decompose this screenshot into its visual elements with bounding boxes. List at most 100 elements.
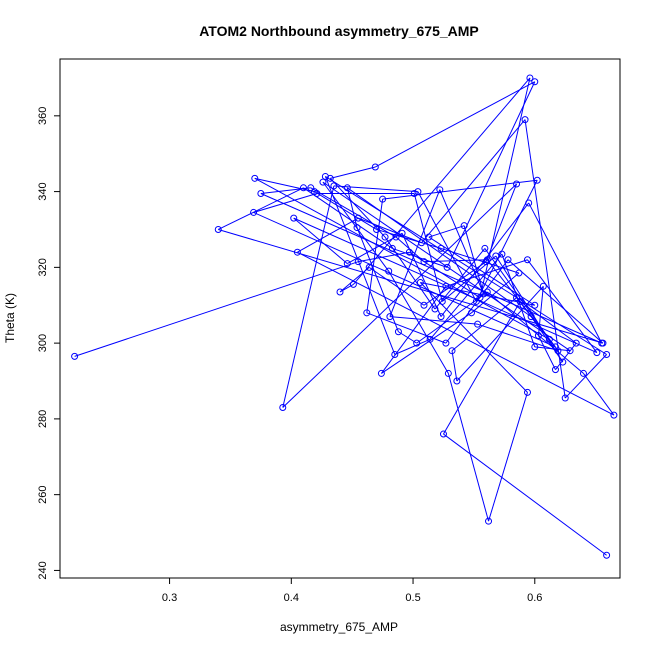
series-segment-70 xyxy=(421,119,526,244)
data-point-46 xyxy=(525,199,533,207)
data-point-11 xyxy=(279,404,287,412)
data-point-90 xyxy=(436,186,444,194)
data-point-47 xyxy=(598,339,606,347)
series-segment-95 xyxy=(451,350,458,382)
y-tick-label-0: 240 xyxy=(37,561,49,579)
data-point-51 xyxy=(420,258,428,266)
series-segment-66 xyxy=(583,373,615,416)
series-segment-7 xyxy=(368,266,425,306)
series-segment-12 xyxy=(333,185,418,193)
series-segment-96 xyxy=(456,285,544,382)
series-segment-41 xyxy=(293,217,598,354)
data-point-62 xyxy=(353,224,361,232)
series-segment-69 xyxy=(358,217,422,244)
data-point-86 xyxy=(531,301,539,309)
series-segment-40 xyxy=(527,259,598,353)
series-segment-10 xyxy=(282,183,517,408)
series-segment-79 xyxy=(322,181,571,352)
series-segment-1 xyxy=(358,251,410,263)
data-point-36 xyxy=(515,269,523,277)
data-point-15 xyxy=(533,176,541,184)
series-segment-19 xyxy=(507,259,604,344)
data-point-48 xyxy=(257,189,265,197)
series-segment-37 xyxy=(381,312,472,374)
series-segment-11 xyxy=(282,185,335,408)
series-segment-73 xyxy=(325,176,607,355)
series-segment-67 xyxy=(297,251,615,416)
data-point-67 xyxy=(610,411,618,419)
series-segment-9 xyxy=(485,183,517,262)
series-segment-91 xyxy=(389,316,478,325)
data-point-95 xyxy=(448,347,456,355)
series-segment-6 xyxy=(339,266,370,293)
series-segment-101 xyxy=(443,301,521,435)
data-point-57 xyxy=(438,297,446,305)
data-point-97 xyxy=(539,282,547,290)
series-segment-88 xyxy=(463,225,485,295)
series-segment-81 xyxy=(388,270,449,374)
series-segment-74 xyxy=(324,176,396,355)
data-point-77 xyxy=(498,250,506,258)
series-segment-76 xyxy=(429,253,503,340)
data-point-8 xyxy=(420,301,428,309)
series-segment-94 xyxy=(451,297,517,352)
series-segment-34 xyxy=(376,228,442,249)
series-segment-56 xyxy=(413,193,443,302)
data-point-32 xyxy=(251,174,259,182)
data-point-98 xyxy=(534,332,542,340)
series-segment-21 xyxy=(218,187,304,230)
data-point-74 xyxy=(321,172,329,180)
data-point-21 xyxy=(214,225,222,233)
data-point-102 xyxy=(439,430,447,438)
series-segment-28 xyxy=(384,236,436,310)
series-segment-87 xyxy=(428,225,465,238)
series-segment-31 xyxy=(254,177,550,340)
data-point-52 xyxy=(483,256,491,264)
data-point-6 xyxy=(336,288,344,296)
data-point-34 xyxy=(373,225,381,233)
series-segment-32 xyxy=(254,177,315,193)
data-point-22 xyxy=(299,184,307,192)
data-point-49 xyxy=(307,184,315,192)
y-tick-label-3: 300 xyxy=(37,334,49,352)
y-tick-label-1: 260 xyxy=(37,485,49,503)
data-point-94 xyxy=(513,294,521,302)
data-point-1 xyxy=(354,258,362,266)
series-segment-86 xyxy=(428,236,536,306)
series-segment-83 xyxy=(488,392,528,522)
data-point-72 xyxy=(561,394,569,402)
data-point-7 xyxy=(365,263,373,271)
data-point-54 xyxy=(250,208,258,216)
series-segment-80 xyxy=(322,181,390,272)
series-segment-36 xyxy=(471,272,520,314)
series-segment-75 xyxy=(394,338,431,355)
series-segment-92 xyxy=(477,323,559,352)
x-tick-label-3: 0.6 xyxy=(527,592,542,604)
data-point-41 xyxy=(593,349,601,357)
series-segment-33 xyxy=(314,191,377,230)
data-point-82 xyxy=(444,369,452,377)
data-point-37 xyxy=(467,309,475,317)
data-point-79 xyxy=(566,347,574,355)
series-segment-42 xyxy=(293,217,348,264)
data-point-35 xyxy=(437,244,445,252)
data-point-0 xyxy=(71,352,79,360)
data-point-75 xyxy=(391,350,399,358)
data-point-26 xyxy=(371,163,379,171)
series-segment-26 xyxy=(330,166,376,179)
data-point-18 xyxy=(442,339,450,347)
y-tick-label-5: 340 xyxy=(37,182,49,200)
x-tick-label-0: 0.3 xyxy=(162,592,177,604)
data-point-96 xyxy=(453,377,461,385)
data-point-63 xyxy=(394,328,402,336)
series-segment-100 xyxy=(519,301,577,344)
data-point-70 xyxy=(418,239,426,247)
data-point-31 xyxy=(545,335,553,343)
chart-title: ATOM2 Northbound asymmetry_675_AMP xyxy=(199,23,479,39)
data-point-87 xyxy=(425,233,433,241)
data-point-40 xyxy=(523,256,531,264)
series-segment-71 xyxy=(524,119,566,399)
series-segment-98 xyxy=(537,335,556,370)
data-point-30 xyxy=(481,244,489,252)
